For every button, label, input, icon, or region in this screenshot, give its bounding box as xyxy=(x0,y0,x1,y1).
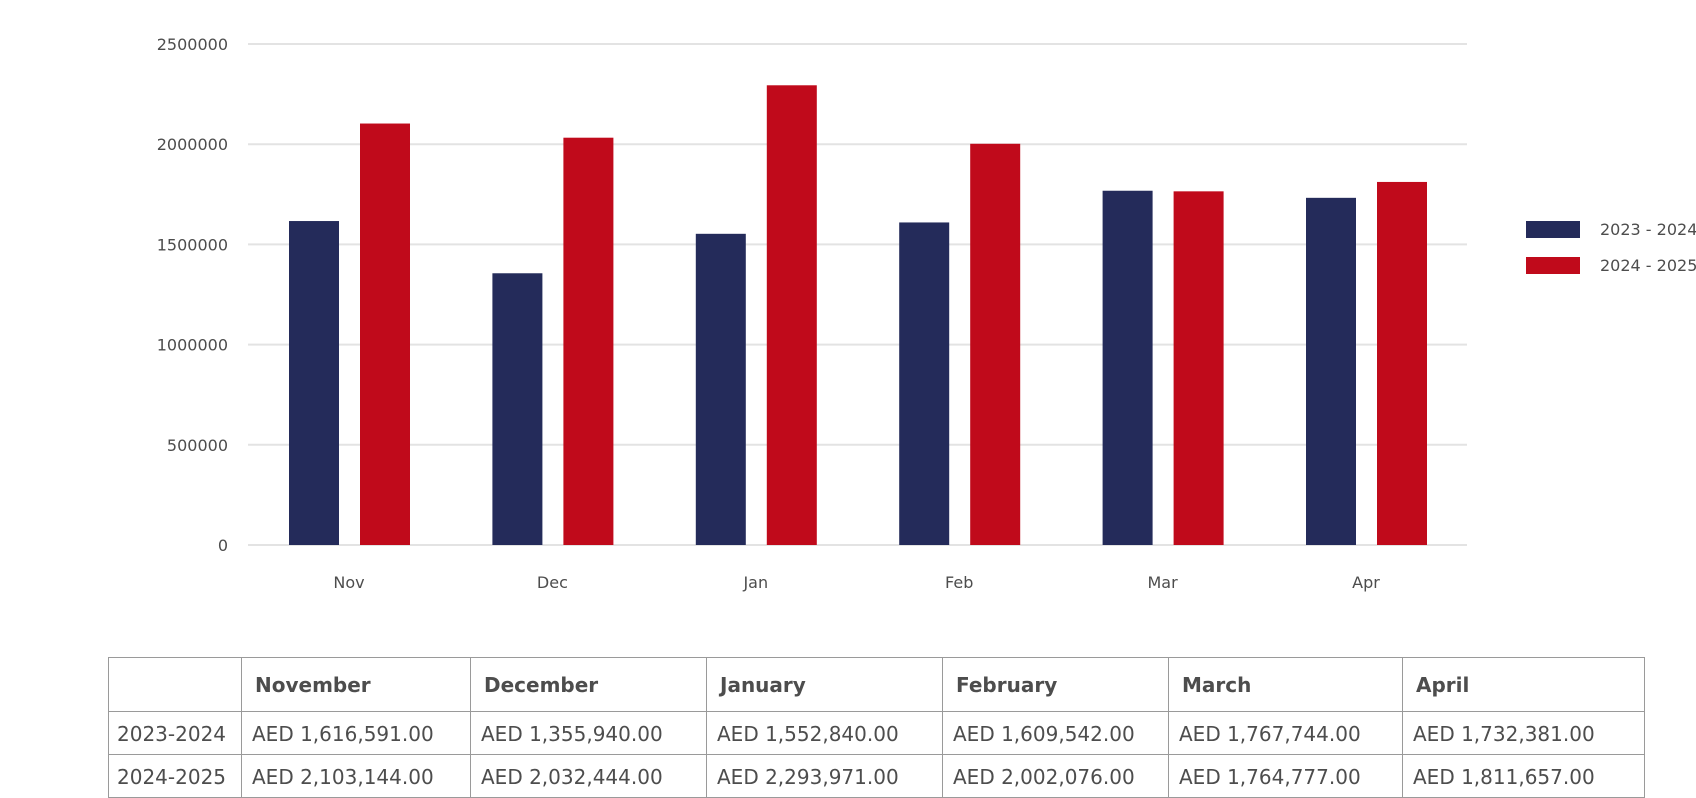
header-cell: February xyxy=(942,657,1169,712)
x-tick-label: Feb xyxy=(945,573,973,592)
table-cell: AED 1,609,542.00 xyxy=(942,711,1169,755)
bar-dec-series-1 xyxy=(492,273,543,545)
table-cell: AED 1,616,591.00 xyxy=(241,711,471,755)
table-cell: AED 2,103,144.00 xyxy=(241,754,471,798)
y-tick-label: 1500000 xyxy=(157,235,228,254)
y-tick-label: 2500000 xyxy=(157,35,228,54)
bar-feb-series-2 xyxy=(970,143,1021,545)
x-tick-label: Nov xyxy=(333,573,364,592)
table-row: 2024-2025 AED 2,103,144.00 AED 2,032,444… xyxy=(108,754,1645,798)
bar-nov-series-1 xyxy=(289,221,339,545)
bar-jan-series-1 xyxy=(695,233,746,546)
header-cell: April xyxy=(1402,657,1645,712)
header-cell: January xyxy=(706,657,943,712)
table-cell: AED 1,355,940.00 xyxy=(470,711,707,755)
header-cell: November xyxy=(241,657,471,712)
table-cell: AED 1,811,657.00 xyxy=(1402,754,1645,798)
table-cell: AED 1,767,744.00 xyxy=(1168,711,1403,755)
bar-dec-series-2 xyxy=(563,137,614,545)
legend-label: 2024 - 2025 xyxy=(1600,256,1696,275)
x-tick-label: Dec xyxy=(537,573,568,592)
row-label: 2023-2024 xyxy=(108,711,242,755)
header-cell: March xyxy=(1168,657,1403,712)
row-label: 2024-2025 xyxy=(108,754,242,798)
x-tick-label: Mar xyxy=(1148,573,1179,592)
y-tick-label: 500000 xyxy=(167,436,228,455)
legend-swatch xyxy=(1526,257,1580,274)
table-cell: AED 2,032,444.00 xyxy=(470,754,707,798)
y-tick-label: 1000000 xyxy=(157,336,228,355)
table-cell: AED 1,732,381.00 xyxy=(1402,711,1645,755)
bar-mar-series-2 xyxy=(1173,191,1224,545)
x-tick-label: Apr xyxy=(1352,573,1380,592)
bar-nov-series-2 xyxy=(360,123,410,546)
table-cell: AED 2,293,971.00 xyxy=(706,754,943,798)
legend-swatch xyxy=(1526,221,1580,238)
table-cell: AED 2,002,076.00 xyxy=(942,754,1169,798)
legend-label: 2023 - 2024 xyxy=(1600,220,1696,239)
bar-mar-series-1 xyxy=(1102,190,1153,546)
bar-jan-series-2 xyxy=(766,85,817,545)
table-cell: AED 1,552,840.00 xyxy=(706,711,943,755)
bar-feb-series-1 xyxy=(899,222,950,545)
bar-apr-series-2 xyxy=(1377,181,1427,545)
header-cell: December xyxy=(470,657,707,712)
header-cell xyxy=(108,657,242,712)
y-tick-label: 0 xyxy=(218,536,228,555)
bar-chart: 0 500000 1000000 1500000 2000000 2500000 Nov De… xyxy=(157,35,1696,592)
y-tick-label: 2000000 xyxy=(157,135,228,154)
table-cell: AED 1,764,777.00 xyxy=(1168,754,1403,798)
data-table: November December January February March… xyxy=(108,657,1645,798)
bar-apr-series-1 xyxy=(1306,197,1356,545)
x-tick-label: Jan xyxy=(742,573,768,592)
table-row: 2023-2024 AED 1,616,591.00 AED 1,355,940… xyxy=(108,711,1645,755)
table-header-row: November December January February March… xyxy=(108,657,1645,712)
